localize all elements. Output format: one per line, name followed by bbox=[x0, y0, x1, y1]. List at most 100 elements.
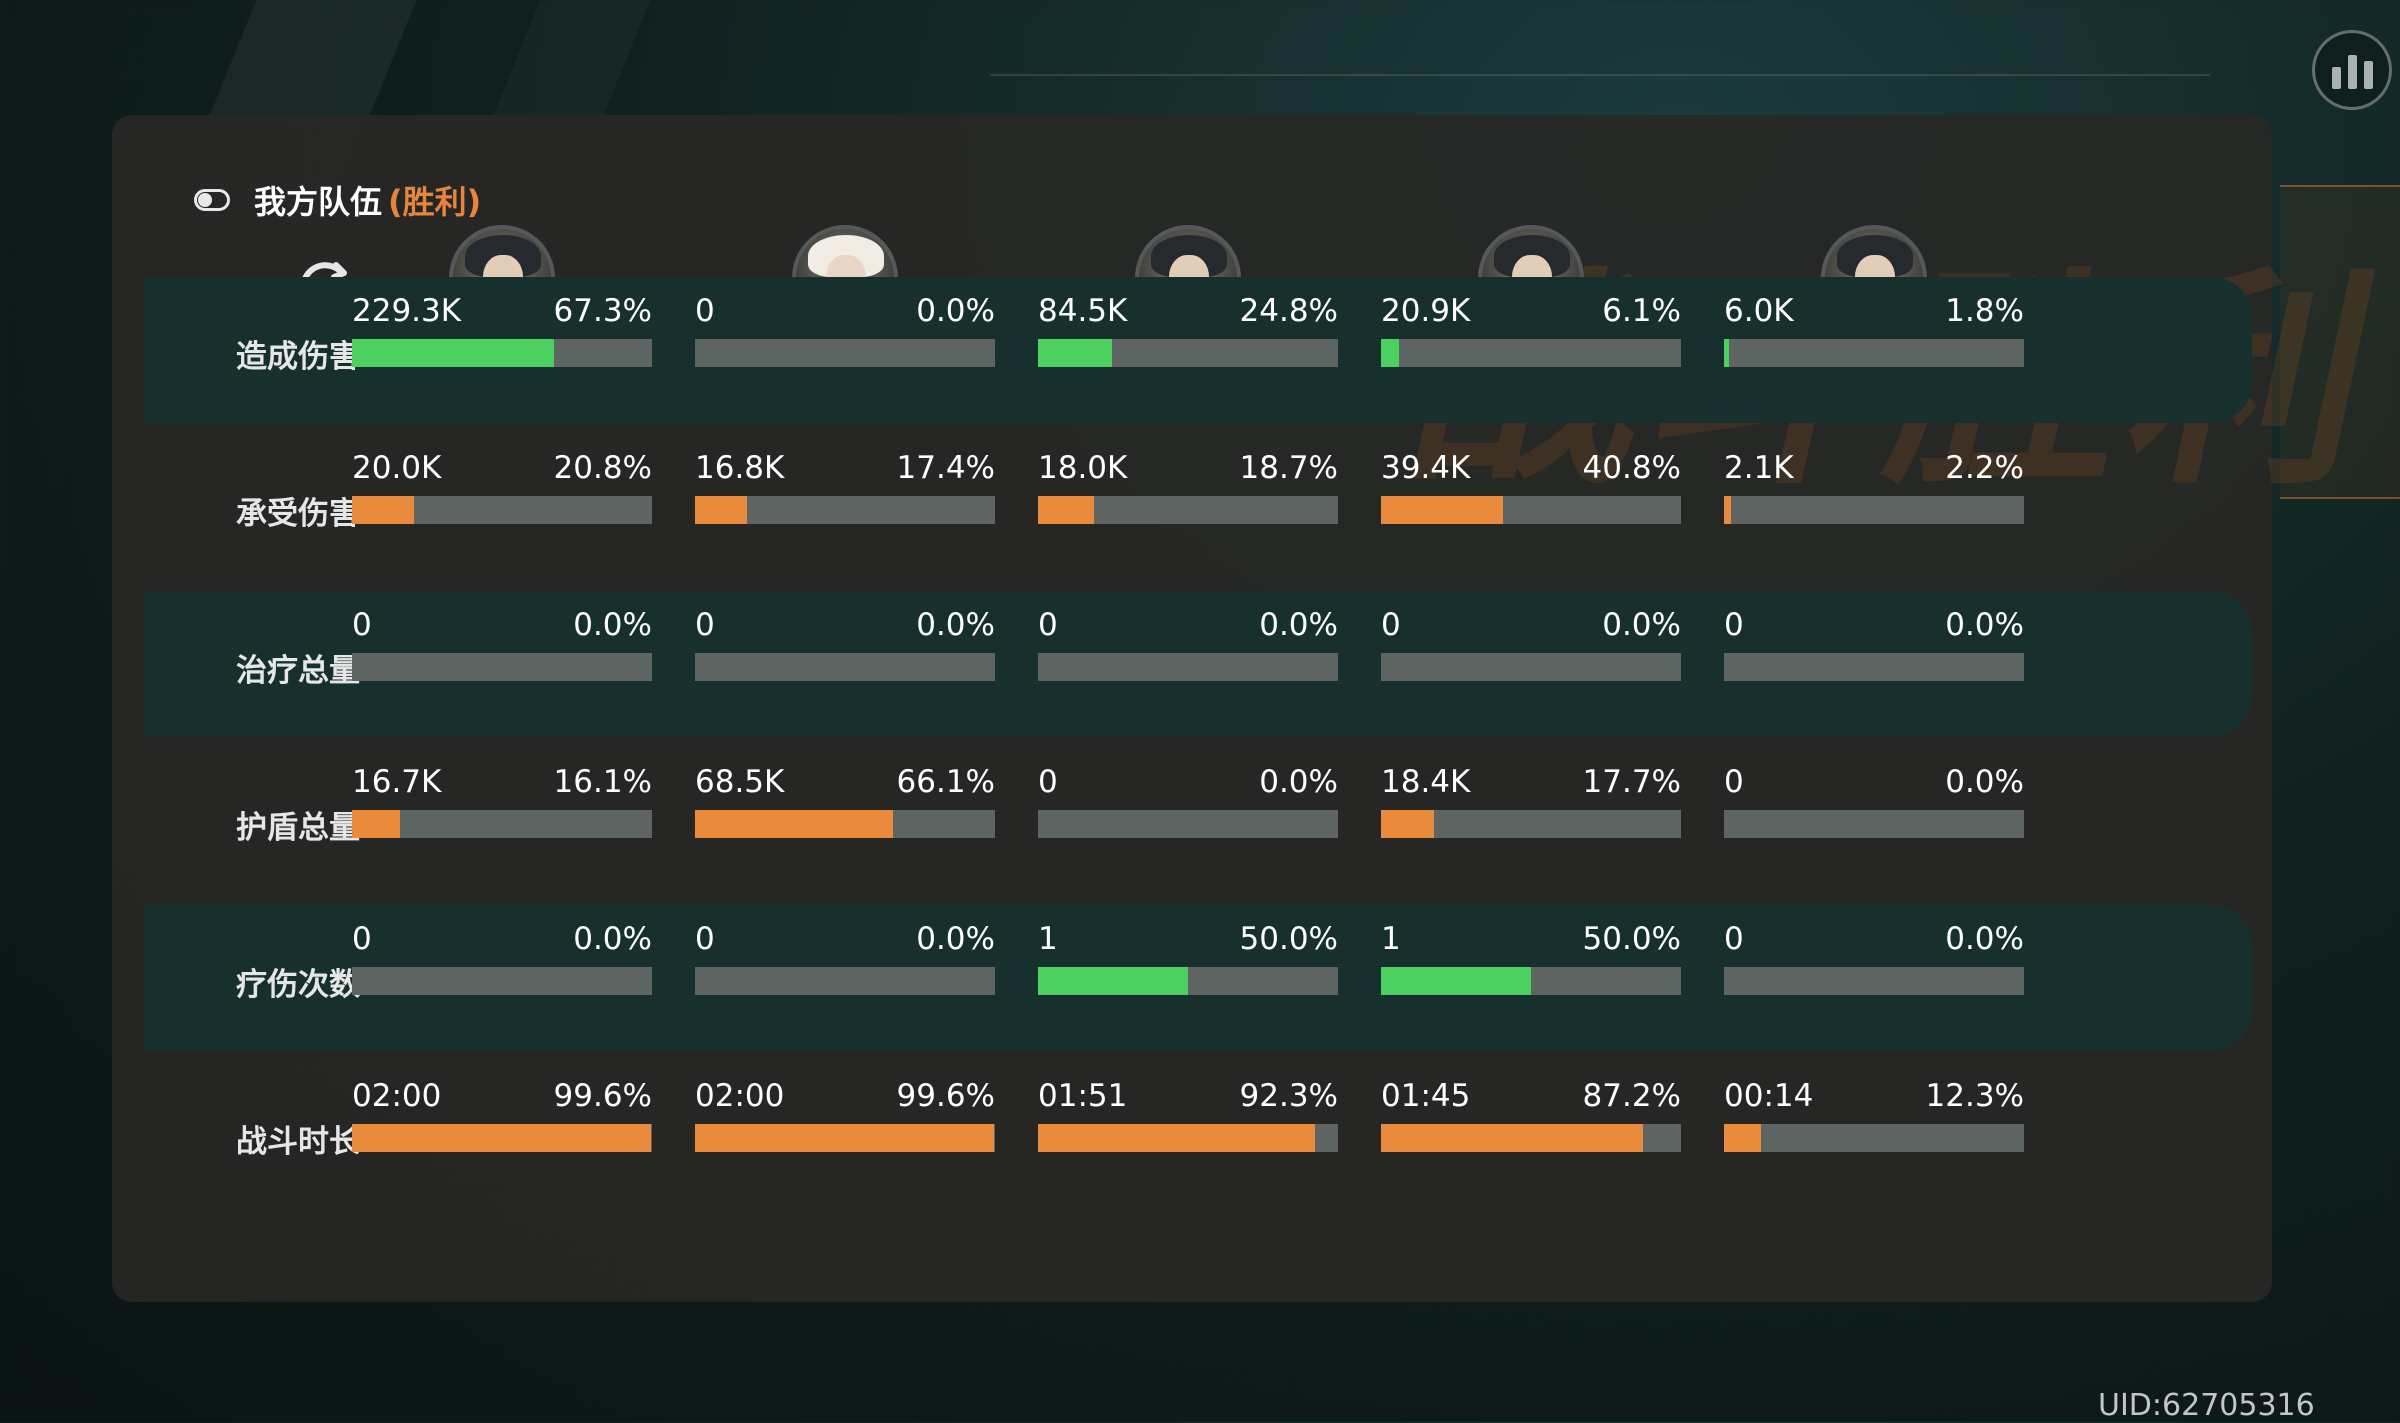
stat-cell: 0 0.0% bbox=[1724, 919, 2024, 995]
stat-bar bbox=[1724, 496, 2024, 524]
stat-cell: 0 0.0% bbox=[1038, 762, 1338, 838]
stat-bar bbox=[352, 496, 652, 524]
stat-percent: 50.0% bbox=[1582, 921, 1681, 957]
stat-bar bbox=[695, 339, 995, 367]
stat-percent: 16.1% bbox=[553, 764, 652, 800]
team-title: 我方队伍 bbox=[254, 183, 383, 221]
stat-bar bbox=[1381, 339, 1681, 367]
stat-cell: 0 0.0% bbox=[1381, 605, 1681, 681]
stat-bar bbox=[352, 653, 652, 681]
stat-bar-fill bbox=[1381, 967, 1531, 995]
stat-bar-fill bbox=[695, 810, 894, 838]
stat-cell: 18.4K 17.7% bbox=[1381, 762, 1681, 838]
stat-bar bbox=[1038, 1124, 1338, 1152]
top-divider bbox=[990, 74, 2210, 76]
stat-value: 0 bbox=[695, 921, 715, 957]
stat-value: 16.7K bbox=[352, 764, 442, 800]
stat-cell: 02:00 99.6% bbox=[695, 1076, 995, 1152]
stat-bar bbox=[1724, 1124, 2024, 1152]
stat-value: 02:00 bbox=[352, 1078, 442, 1114]
stat-cell: 229.3K 67.3% bbox=[352, 291, 652, 367]
stat-row: 战斗时长 02:00 99.6% 02:00 99.6% 01:51 92.3% 01:45 8… bbox=[144, 1062, 2252, 1208]
stat-cell: 0 0.0% bbox=[695, 919, 995, 995]
stat-cell: 0 0.0% bbox=[695, 291, 995, 367]
stat-value: 01:45 bbox=[1381, 1078, 1471, 1114]
stat-value: 0 bbox=[1724, 921, 1744, 957]
stat-percent: 0.0% bbox=[916, 293, 995, 329]
stat-bar bbox=[1038, 967, 1338, 995]
stat-percent: 24.8% bbox=[1239, 293, 1338, 329]
stat-bar bbox=[352, 810, 652, 838]
stat-value: 02:00 bbox=[695, 1078, 785, 1114]
stat-cell: 16.7K 16.1% bbox=[352, 762, 652, 838]
battle-stats-panel: 战斗胜利 我方队伍 (胜利) 展晏曲玉锦烟霞燕路重灵湫 造成伤害229.3K67… bbox=[112, 115, 2400, 1302]
stat-value: 0 bbox=[1724, 764, 1744, 800]
stat-bar bbox=[695, 810, 995, 838]
stat-bar bbox=[352, 967, 652, 995]
toggle-icon[interactable] bbox=[194, 189, 230, 211]
stat-value: 2.1K bbox=[1724, 450, 1794, 486]
stat-bar-fill bbox=[695, 1124, 994, 1152]
stat-label: 护盾总量 bbox=[236, 810, 360, 846]
stat-cell: 01:45 87.2% bbox=[1381, 1076, 1681, 1152]
stat-value: 0 bbox=[352, 921, 372, 957]
stat-cell: 01:51 92.3% bbox=[1038, 1076, 1338, 1152]
stat-bar-fill bbox=[1381, 1124, 1643, 1152]
stat-cell: 0 0.0% bbox=[1038, 605, 1338, 681]
stat-percent: 0.0% bbox=[916, 921, 995, 957]
stat-percent: 0.0% bbox=[1945, 607, 2024, 643]
stat-value: 18.0K bbox=[1038, 450, 1128, 486]
stat-bar bbox=[1038, 810, 1338, 838]
stat-label: 造成伤害 bbox=[236, 339, 360, 375]
stat-percent: 0.0% bbox=[1259, 764, 1338, 800]
stat-percent: 87.2% bbox=[1582, 1078, 1681, 1114]
stat-value: 16.8K bbox=[695, 450, 785, 486]
stat-bar-fill bbox=[352, 810, 401, 838]
stat-cell: 0 0.0% bbox=[695, 605, 995, 681]
stat-row: 治疗总量 0 0.0% 0 0.0% 0 0.0% 0 0.0% 0 0.0% bbox=[144, 591, 2252, 737]
stat-bar-fill bbox=[1381, 339, 1400, 367]
stat-percent: 0.0% bbox=[573, 921, 652, 957]
bar-chart-icon[interactable] bbox=[2312, 30, 2392, 110]
stat-value: 229.3K bbox=[352, 293, 462, 329]
stat-value: 84.5K bbox=[1038, 293, 1128, 329]
stat-label: 战斗时长 bbox=[236, 1124, 360, 1160]
stat-percent: 67.3% bbox=[553, 293, 652, 329]
stat-cell: 2.1K 2.2% bbox=[1724, 448, 2024, 524]
stat-cell: 1 50.0% bbox=[1381, 919, 1681, 995]
stat-cell: 16.8K 17.4% bbox=[695, 448, 995, 524]
stat-bar-fill bbox=[1724, 339, 1730, 367]
battle-result: (胜利) bbox=[388, 183, 482, 221]
stat-value: 20.0K bbox=[352, 450, 442, 486]
stat-bar bbox=[695, 1124, 995, 1152]
stat-row: 护盾总量 16.7K 16.1% 68.5K 66.1% 0 0.0% 18.4K 17.7% 0… bbox=[144, 748, 2252, 894]
stat-bar bbox=[1038, 339, 1338, 367]
stat-bar-fill bbox=[1724, 496, 1731, 524]
stat-label: 承受伤害 bbox=[236, 496, 360, 532]
stat-row: 造成伤害 229.3K 67.3% 0 0.0% 84.5K 24.8% 20.9K 6.1% 6… bbox=[144, 277, 2252, 423]
stat-percent: 6.1% bbox=[1602, 293, 1681, 329]
stat-percent: 0.0% bbox=[1945, 764, 2024, 800]
stat-label: 疗伤次数 bbox=[236, 967, 360, 1003]
stat-percent: 40.8% bbox=[1582, 450, 1681, 486]
team-header: 我方队伍 (胜利) bbox=[194, 177, 481, 223]
stat-value: 6.0K bbox=[1724, 293, 1794, 329]
stat-bar bbox=[1381, 1124, 1681, 1152]
stat-bar bbox=[352, 339, 652, 367]
stat-percent: 12.3% bbox=[1925, 1078, 2024, 1114]
stat-cell: 39.4K 40.8% bbox=[1381, 448, 1681, 524]
stat-percent: 17.7% bbox=[1582, 764, 1681, 800]
stat-row: 承受伤害 20.0K 20.8% 16.8K 17.4% 18.0K 18.7% 39.4K 4… bbox=[144, 434, 2252, 580]
stat-percent: 92.3% bbox=[1239, 1078, 1338, 1114]
stat-bar bbox=[1381, 496, 1681, 524]
stat-cell: 0 0.0% bbox=[1724, 605, 2024, 681]
stat-percent: 50.0% bbox=[1239, 921, 1338, 957]
stat-cell: 02:00 99.6% bbox=[352, 1076, 652, 1152]
stat-cell: 20.0K 20.8% bbox=[352, 448, 652, 524]
stat-percent: 0.0% bbox=[1602, 607, 1681, 643]
stat-cell: 0 0.0% bbox=[352, 605, 652, 681]
stat-bar-fill bbox=[695, 496, 748, 524]
stat-bar-fill bbox=[352, 496, 415, 524]
stat-row: 疗伤次数 0 0.0% 0 0.0% 1 50.0% 1 50.0% 0 0.0% bbox=[144, 905, 2252, 1051]
stat-value: 68.5K bbox=[695, 764, 785, 800]
